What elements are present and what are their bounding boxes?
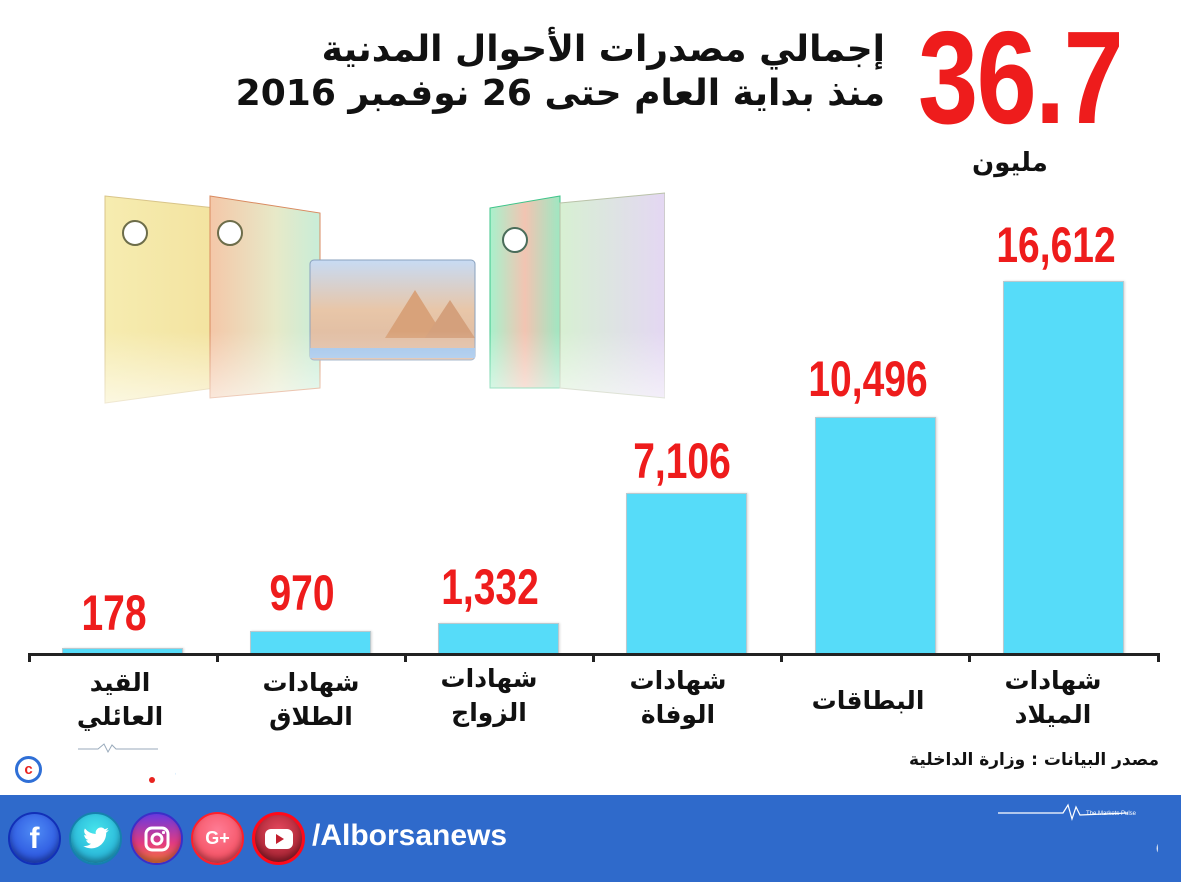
youtube-play-glyph bbox=[264, 828, 293, 849]
total-unit: مليون bbox=[972, 148, 1048, 178]
svg-text:The Markets Pulse: The Markets Pulse bbox=[1086, 811, 1137, 817]
label-line-1: شهادات bbox=[1004, 666, 1102, 695]
x-axis-tick bbox=[1157, 653, 1160, 662]
label-line-1: البطاقات bbox=[811, 686, 925, 715]
total-value: 36.7 bbox=[918, 4, 1124, 151]
label-line-2: الزواج bbox=[451, 698, 527, 727]
svg-text:البورصة: البورصة bbox=[174, 752, 176, 785]
documents-illustration bbox=[95, 188, 665, 448]
category-label-divorce: شهادات الطلاق bbox=[221, 666, 401, 734]
title-line-2: منذ بداية العام حتى 26 نوفمبر 2016 bbox=[235, 73, 885, 114]
value-divorce-certificates: 970 bbox=[269, 565, 335, 621]
label-line-2: الميلاد bbox=[1014, 700, 1092, 729]
x-axis-tick bbox=[216, 653, 219, 662]
category-label-births: شهادات الميلاد bbox=[963, 664, 1143, 732]
alborsa-footer-logo: The Markets Pulse البورصة bbox=[998, 803, 1158, 867]
label-line-1: شهادات bbox=[629, 666, 727, 695]
value-id-cards: 10,496 bbox=[808, 351, 928, 407]
instagram-camera-glyph bbox=[144, 826, 169, 851]
google-plus-glyph: G+ bbox=[205, 828, 230, 848]
footer-bar: f G+ /Alborsanews The Markets Pulse البو… bbox=[0, 795, 1181, 882]
youtube-icon[interactable] bbox=[252, 812, 305, 865]
category-label-deaths: شهادات الوفاة bbox=[588, 664, 768, 732]
label-line-1: شهادات bbox=[262, 668, 360, 697]
instagram-icon[interactable] bbox=[130, 812, 183, 865]
category-label-family-record: القيد العائلي bbox=[30, 666, 210, 734]
label-line-2: الطلاق bbox=[269, 702, 353, 731]
label-line-2: العائلي bbox=[76, 702, 164, 731]
value-family-record: 178 bbox=[81, 585, 147, 641]
google-plus-icon[interactable]: G+ bbox=[191, 812, 244, 865]
category-label-id-cards: البطاقات bbox=[778, 684, 958, 718]
category-label-marriage: شهادات الزواج bbox=[399, 662, 579, 730]
twitter-bird-glyph bbox=[82, 826, 109, 848]
bar-id-cards bbox=[815, 417, 936, 654]
twitter-icon[interactable] bbox=[69, 812, 122, 865]
facebook-icon[interactable]: f bbox=[8, 812, 61, 865]
alborsa-logo: البورصة bbox=[78, 743, 176, 785]
label-line-1: شهادات bbox=[440, 664, 538, 693]
bar-birth-certificates bbox=[1003, 281, 1124, 654]
bar-chart: 178 970 1,332 7,106 10,496 16,612 القيد … bbox=[28, 217, 1160, 734]
social-handle[interactable]: /Alborsanews bbox=[312, 819, 508, 852]
title-line-1: إجمالي مصدرات الأحوال المدنية bbox=[321, 29, 885, 70]
label-line-2: الوفاة bbox=[640, 700, 716, 729]
x-axis-tick bbox=[28, 653, 31, 662]
x-axis-tick bbox=[968, 653, 971, 662]
data-source-note: مصدر البيانات : وزارة الداخلية bbox=[909, 750, 1159, 770]
x-axis-tick bbox=[780, 653, 783, 662]
label-line-1: القيد bbox=[89, 668, 151, 697]
chart-title: إجمالي مصدرات الأحوال المدنية منذ بداية … bbox=[205, 28, 885, 116]
value-death-certificates: 7,106 bbox=[633, 433, 731, 489]
value-birth-certificates: 16,612 bbox=[996, 217, 1116, 273]
svg-text:البورصة: البورصة bbox=[1154, 812, 1158, 866]
copyright-icon: c bbox=[15, 756, 42, 783]
x-axis-tick bbox=[404, 653, 407, 662]
facebook-glyph: f bbox=[29, 821, 40, 855]
bar-marriage-certificates bbox=[438, 623, 559, 654]
value-marriage-certificates: 1,332 bbox=[441, 559, 539, 615]
x-axis-tick bbox=[592, 653, 595, 662]
bar-death-certificates bbox=[626, 493, 747, 654]
bar-divorce-certificates bbox=[250, 631, 371, 654]
